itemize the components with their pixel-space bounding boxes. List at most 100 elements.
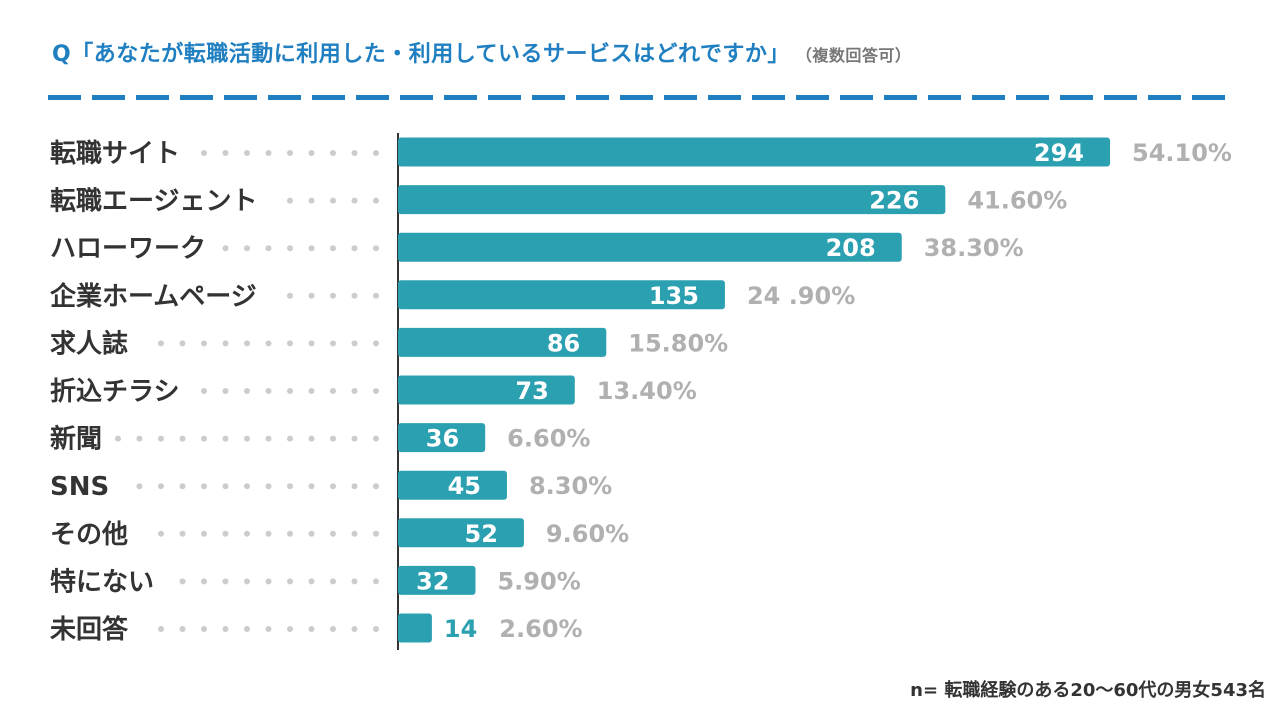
leader-dots — [201, 388, 379, 394]
leader-dot — [351, 530, 358, 537]
leader-dot — [136, 483, 143, 490]
bar — [398, 280, 725, 310]
leader-dot — [330, 388, 336, 394]
leader-dot — [308, 245, 315, 252]
category-label: 新聞 — [50, 424, 102, 455]
leader-dot — [201, 340, 207, 347]
leader-dot — [351, 150, 358, 156]
leader-dots — [158, 530, 379, 537]
bar — [398, 185, 946, 215]
data-label-count: 14 — [444, 615, 477, 643]
leader-dot — [373, 245, 379, 252]
leader-dot — [308, 388, 315, 394]
leader-dot — [265, 530, 272, 537]
category-label: 転職サイト — [50, 139, 180, 169]
data-label-percent: 6.60% — [507, 425, 590, 453]
leader-dot — [373, 388, 379, 394]
leader-dot — [158, 483, 164, 490]
leader-dot — [265, 483, 272, 490]
data-label-percent: 8.30% — [529, 472, 612, 500]
leader-dot — [222, 150, 229, 156]
leader-dot — [287, 150, 293, 156]
leader-dot — [201, 388, 207, 394]
leader-dot — [308, 197, 315, 204]
data-label-percent: 9.60% — [546, 520, 629, 548]
category-label: 求人誌 — [50, 328, 128, 359]
leader-dot — [158, 626, 164, 632]
category-label: 特にない — [50, 566, 154, 597]
leader-dot — [265, 245, 272, 252]
bar — [398, 518, 524, 548]
leader-dots — [115, 435, 379, 442]
title-text: Q「あなたが転職活動に利用した・利用しているサービスはどれですか」 — [52, 42, 790, 67]
leader-dot — [351, 197, 358, 204]
leader-dot — [308, 483, 315, 490]
data-label-count: 208 — [826, 234, 876, 262]
leader-dots — [136, 483, 379, 490]
leader-dot — [244, 340, 250, 347]
category-label: 折込チラシ — [50, 377, 179, 407]
leader-dot — [179, 340, 186, 347]
leader-dot — [308, 578, 315, 585]
leader-dot — [222, 245, 229, 252]
leader-dot — [373, 292, 379, 299]
leader-dot — [308, 340, 315, 347]
leader-dot — [222, 483, 229, 490]
leader-dot — [351, 626, 358, 632]
leader-dot — [179, 483, 186, 490]
leader-dot — [201, 483, 207, 490]
data-label-percent: 38.30% — [924, 234, 1024, 262]
category-label: ハローワーク — [50, 234, 206, 264]
leader-dot — [330, 626, 336, 632]
bar — [398, 470, 507, 500]
leader-dots — [287, 197, 379, 204]
data-label-count: 45 — [448, 472, 481, 500]
leader-dot — [287, 435, 293, 442]
leader-dot — [351, 292, 358, 299]
leader-dot — [222, 388, 229, 394]
leader-dot — [373, 150, 379, 156]
data-label-percent: 2.60% — [499, 615, 582, 643]
leader-dots — [158, 626, 379, 632]
data-label-percent: 41.60% — [967, 187, 1067, 215]
bar — [398, 232, 902, 262]
category-label: 未回答 — [50, 614, 129, 645]
category-label: 転職エージェント — [50, 187, 257, 217]
data-label-percent: 15.80% — [628, 329, 728, 357]
leader-dot — [222, 578, 229, 585]
leader-dot — [308, 292, 315, 299]
leader-dot — [265, 435, 272, 442]
leader-dot — [351, 483, 358, 490]
category-label: その他 — [50, 520, 128, 550]
leader-dot — [330, 483, 336, 490]
leader-dot — [244, 530, 250, 537]
leader-dot — [351, 578, 358, 585]
leader-dot — [158, 530, 164, 537]
leader-dot — [158, 435, 164, 442]
leader-dot — [179, 435, 186, 442]
leader-dot — [330, 578, 336, 585]
leader-dot — [201, 578, 207, 585]
leader-dot — [287, 340, 293, 347]
data-label-percent: 5.90% — [497, 567, 580, 595]
leader-dot — [115, 435, 121, 442]
data-label-count: 32 — [416, 567, 449, 595]
leader-dot — [201, 435, 207, 442]
data-label-percent: 13.40% — [597, 377, 697, 405]
leader-dot — [330, 197, 336, 204]
leader-dot — [308, 150, 315, 156]
data-label-percent: 54.10% — [1132, 139, 1232, 167]
bar — [398, 423, 486, 453]
leader-dot — [136, 435, 143, 442]
leader-dot — [308, 435, 315, 442]
leader-dot — [373, 530, 379, 537]
leader-dot — [330, 245, 336, 252]
leader-dot — [287, 388, 293, 394]
bar — [398, 327, 607, 357]
leader-dot — [244, 578, 250, 585]
leader-dot — [179, 530, 186, 537]
data-label-count: 86 — [547, 329, 580, 357]
data-label-count: 135 — [649, 282, 699, 310]
leader-dot — [244, 245, 250, 252]
data-label-count: 52 — [465, 520, 498, 548]
